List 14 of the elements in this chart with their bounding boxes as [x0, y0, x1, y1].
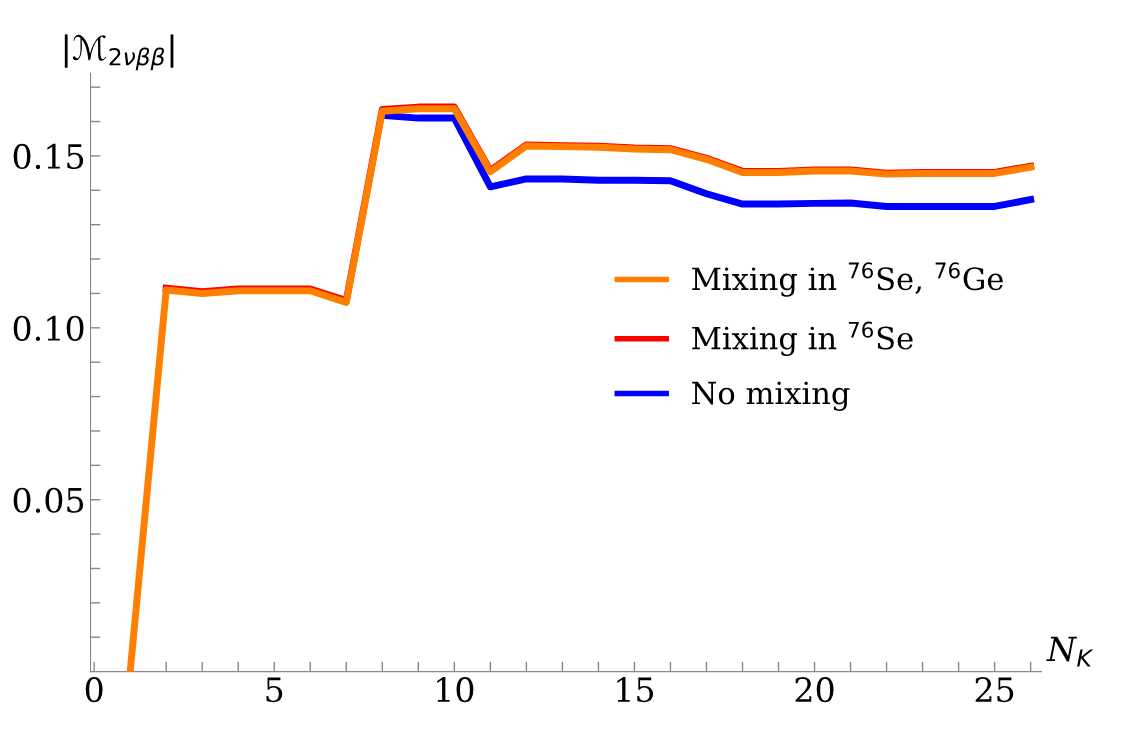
x-axis-title: N$_{K}$ [1046, 636, 1094, 667]
x-tick-label: 20 [795, 677, 834, 703]
legend-label: Mixing in $^{76}$Se, $^{76}$Ge [692, 262, 1003, 297]
legend-label: Mixing in $^{76}$Se [692, 321, 913, 356]
y-tick-label: 0.15 [13, 143, 84, 170]
x-tick-label: 5 [266, 677, 283, 703]
y-tick-label: 0.10 [13, 315, 84, 341]
y-tick-label: 0.05 [13, 487, 84, 513]
y-axis-title: |ℳ$_{2νββ}$| [64, 34, 174, 71]
x-tick-label: 15 [617, 677, 654, 703]
x-tick-label: 25 [975, 677, 1014, 703]
legend-label: No mixing [692, 381, 850, 411]
x-tick-label: 10 [437, 677, 474, 703]
x-tick-label: 0 [85, 677, 103, 703]
